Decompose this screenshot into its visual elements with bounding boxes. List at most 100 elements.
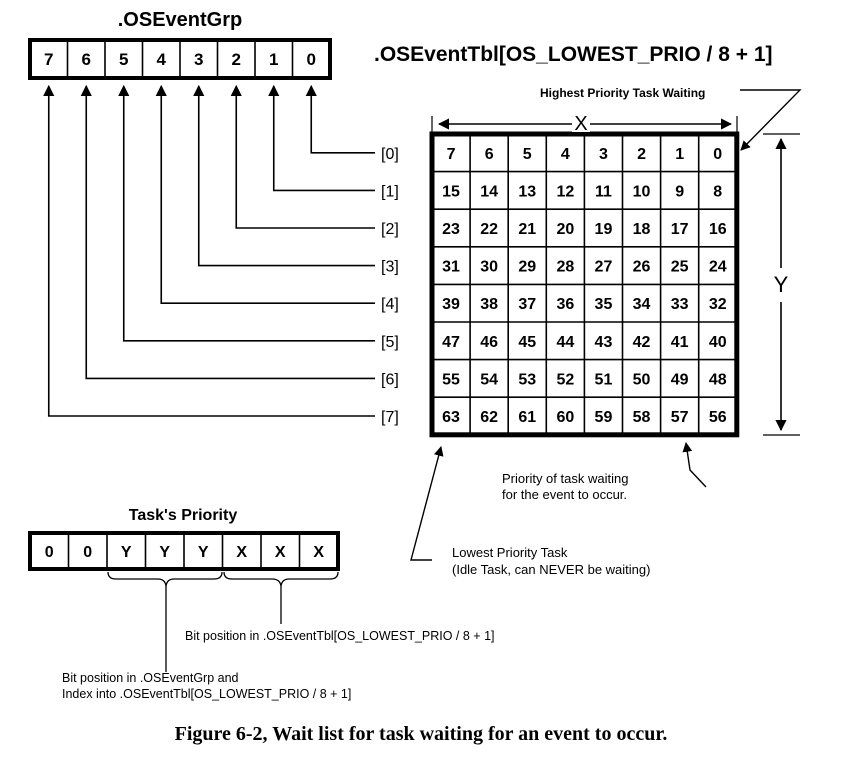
event-table-cell: 17 [671, 221, 689, 238]
priority-waiting-label-line2: for the event to occur. [502, 487, 627, 502]
row-index-label: [5] [381, 334, 399, 351]
highest-priority-label: Highest Priority Task Waiting [540, 86, 705, 100]
event-group-to-row-arrows [43, 84, 375, 417]
event-table-cell: 14 [480, 183, 498, 200]
event-table-cell: 35 [595, 296, 613, 313]
event-table-cell: 25 [671, 259, 689, 276]
event-table-cell: 50 [633, 371, 651, 388]
event-table-cell: 31 [442, 259, 460, 276]
group-bit-arrow [155, 84, 375, 305]
lowest-priority-label-line1: Lowest Priority Task [452, 545, 568, 560]
event-group-bit: 6 [82, 50, 91, 69]
event-table-cell: 29 [518, 259, 536, 276]
x-group-brace [223, 571, 339, 587]
row-index-label: [2] [381, 221, 399, 238]
task-priority-bit: 0 [45, 544, 54, 561]
group-bit-arrow [230, 84, 375, 229]
y-dimension-label: Y [774, 272, 789, 297]
task-priority-bit: X [236, 544, 247, 561]
event-table-cell: 37 [518, 296, 536, 313]
event-table-cell: 34 [633, 296, 651, 313]
event-table-cell: 4 [561, 146, 570, 163]
event-table-cell: 30 [480, 259, 498, 276]
task-priority-title: Task's Priority [129, 507, 238, 524]
lowest-priority-label-line2: (Idle Task, can NEVER be waiting) [452, 562, 650, 577]
event-table-cell: 7 [447, 146, 456, 163]
event-group-bit: 5 [119, 50, 128, 69]
group-bit-arrow [43, 84, 375, 417]
event-table-cell: 45 [518, 334, 536, 351]
event-table-cell: 62 [480, 409, 498, 426]
event-group-bit: 3 [194, 50, 203, 69]
event-table-cell: 44 [556, 334, 574, 351]
event-table-cell: 28 [556, 259, 574, 276]
bit-position-table-label: Bit position in .OSEventTbl[OS_LOWEST_PR… [185, 629, 495, 643]
row-index-label: [7] [381, 409, 399, 426]
event-group-bit: 4 [157, 50, 167, 69]
event-table-cell: 26 [633, 259, 651, 276]
event-table-cell: 22 [480, 221, 498, 238]
event-table-cell: 6 [485, 146, 494, 163]
event-table-grid: 7 6 5 4 3 2 1 015 14 13 12 11 10 9 823 22 21 20 19 18 17 1631… [429, 131, 740, 438]
event-table-cell: 19 [595, 221, 613, 238]
event-group-bit: 0 [307, 50, 316, 69]
event-table-cell: 40 [709, 334, 727, 351]
event-table-cell: 52 [556, 371, 574, 388]
row-index-labels: [0] [1] [2] [3] [4] [5] [6] [7] [381, 146, 399, 426]
event-table-cell: 47 [442, 334, 460, 351]
bit-position-group-label-line2: Index into .OSEventTbl[OS_LOWEST_PRIO / … [62, 687, 351, 701]
group-bit-arrow [80, 84, 375, 380]
event-table-cell: 2 [637, 146, 646, 163]
event-group-title: .OSEventGrp [118, 9, 242, 31]
event-table-cell: 9 [675, 183, 684, 200]
event-table-cell: 10 [633, 183, 651, 200]
row-index-label: [1] [381, 183, 399, 200]
event-table-cell: 23 [442, 221, 460, 238]
event-table-cell: 8 [713, 183, 722, 200]
event-table-cell: 13 [518, 183, 536, 200]
event-table-cell: 53 [518, 371, 536, 388]
event-table-cell: 49 [671, 371, 689, 388]
event-table-cell: 24 [709, 259, 727, 276]
event-table-cell: 33 [671, 296, 689, 313]
row-index-label: [0] [381, 146, 399, 163]
task-priority-bit: Y [121, 544, 132, 561]
task-priority-bit: X [313, 544, 324, 561]
x-dimension-label: X [574, 113, 587, 135]
event-table-cell: 21 [518, 221, 536, 238]
event-table-title: .OSEventTbl[OS_LOWEST_PRIO / 8 + 1] [374, 43, 773, 66]
event-table-cell: 11 [595, 183, 612, 200]
event-table-cell: 46 [480, 334, 498, 351]
event-table-cell: 5 [523, 146, 532, 163]
priority-waiting-pointer [682, 442, 707, 488]
event-group-register: 7 6 5 4 3 2 1 0 [28, 38, 332, 80]
event-table-cell: 0 [713, 146, 722, 163]
row-index-label: [3] [381, 259, 399, 276]
event-group-bit: 2 [232, 50, 241, 69]
event-group-bit: 1 [269, 50, 278, 69]
task-priority-bit: 0 [83, 544, 92, 561]
row-index-label: [6] [381, 371, 399, 388]
event-table-cell: 58 [633, 409, 651, 426]
event-table-cell: 12 [556, 183, 574, 200]
event-table-cell: 48 [709, 371, 727, 388]
highest-priority-pointer [740, 89, 802, 151]
task-priority-register: 0 0 Y Y Y X X X [28, 531, 340, 571]
event-table-cell: 36 [556, 296, 574, 313]
event-table-cell: 32 [709, 296, 727, 313]
event-table-cell: 55 [442, 371, 460, 388]
event-table-cell: 60 [556, 409, 574, 426]
y-group-brace [107, 571, 223, 587]
event-table-cell: 59 [595, 409, 613, 426]
event-group-bit: 7 [44, 50, 53, 69]
event-table-cell: 42 [633, 334, 651, 351]
bit-position-group-label-line1: Bit position in .OSEventGrp and [62, 671, 239, 685]
event-table-cell: 1 [675, 146, 684, 163]
event-table-cell: 16 [709, 221, 727, 238]
event-table-cell: 39 [442, 296, 460, 313]
lowest-priority-pointer [410, 446, 444, 561]
event-table-cell: 57 [671, 409, 689, 426]
event-table-cell: 41 [671, 334, 689, 351]
task-priority-bit: Y [159, 544, 170, 561]
